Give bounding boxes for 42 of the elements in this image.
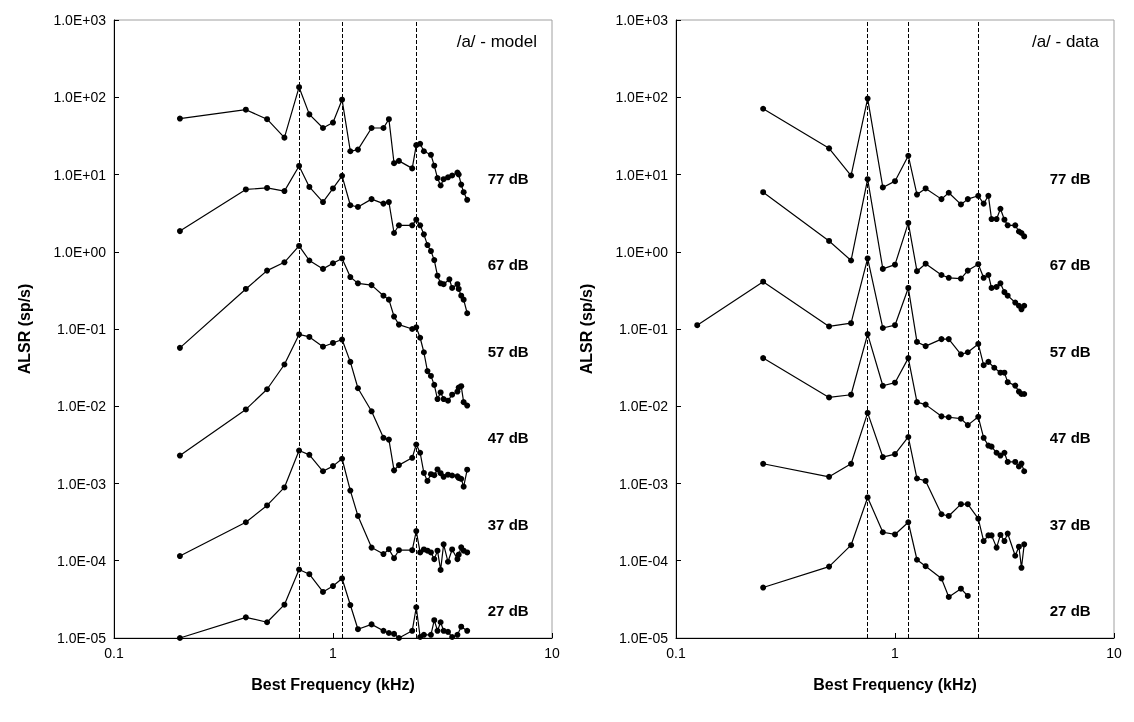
y-tick-label: 1.0E-03 xyxy=(618,475,669,492)
text: 27 dB xyxy=(1049,602,1091,620)
x-axis-title: Best Frequency (kHz) xyxy=(251,675,415,693)
y-tick-label: 1.0E-02 xyxy=(56,398,107,415)
series-label: 47 dB xyxy=(487,429,529,447)
text: 77 dB xyxy=(1049,169,1091,187)
y-tick-label: 1.0E+01 xyxy=(53,166,107,183)
y-tick-label: 1.0E+03 xyxy=(615,12,669,28)
x-tick-label: 10 xyxy=(1106,645,1122,661)
y-tick-label: 1.0E-01 xyxy=(56,321,107,337)
x-tick-label: 1 xyxy=(891,645,900,661)
text: 47 dB xyxy=(1049,429,1091,447)
text: 57 dB xyxy=(1049,342,1091,360)
y-tick-label: 1.0E+02 xyxy=(615,89,669,106)
text: 57 dB xyxy=(487,342,529,360)
y-tick-label: 1.0E+01 xyxy=(615,166,669,183)
series-label: 27 dB xyxy=(487,602,529,620)
y-axis-title: ALSR (sp/s) xyxy=(577,283,595,375)
x-tick-label: 0.1 xyxy=(104,645,124,661)
y-tick-label: 1.0E-03 xyxy=(56,475,107,492)
y-axis-title: ALSR (sp/s) xyxy=(15,283,33,375)
text: /a/ - data xyxy=(1031,32,1100,51)
series-label: 37 dB xyxy=(487,515,529,533)
y-tick-label: 1.0E+02 xyxy=(53,89,107,106)
y-tick-label: 1.0E+03 xyxy=(53,12,107,28)
y-tick-label: 1.0E-01 xyxy=(618,321,669,337)
y-tick-label: 1.0E+00 xyxy=(615,243,669,260)
series-label: 67 dB xyxy=(487,256,529,274)
x-tick-label: 10 xyxy=(544,645,560,661)
series-label: 37 dB xyxy=(1049,515,1091,533)
y-tick-label: 1.0E-05 xyxy=(618,630,669,646)
y-tick-label: 1.0E+00 xyxy=(53,243,107,260)
x-tick-label: 1 xyxy=(329,645,338,661)
y-tick-label: 1.0E-05 xyxy=(56,630,107,646)
text: 67 dB xyxy=(1049,256,1091,274)
series-label: 77 dB xyxy=(487,169,529,187)
y-tick-label: 1.0E-02 xyxy=(618,398,669,415)
y-tick-label: 1.0E-04 xyxy=(618,552,669,569)
y-tick-label: 1.0E-04 xyxy=(56,552,107,569)
text: /a/ - model xyxy=(456,32,537,51)
x-axis-title: Best Frequency (kHz) xyxy=(813,675,977,693)
x-tick-label: 0.1 xyxy=(666,645,686,661)
